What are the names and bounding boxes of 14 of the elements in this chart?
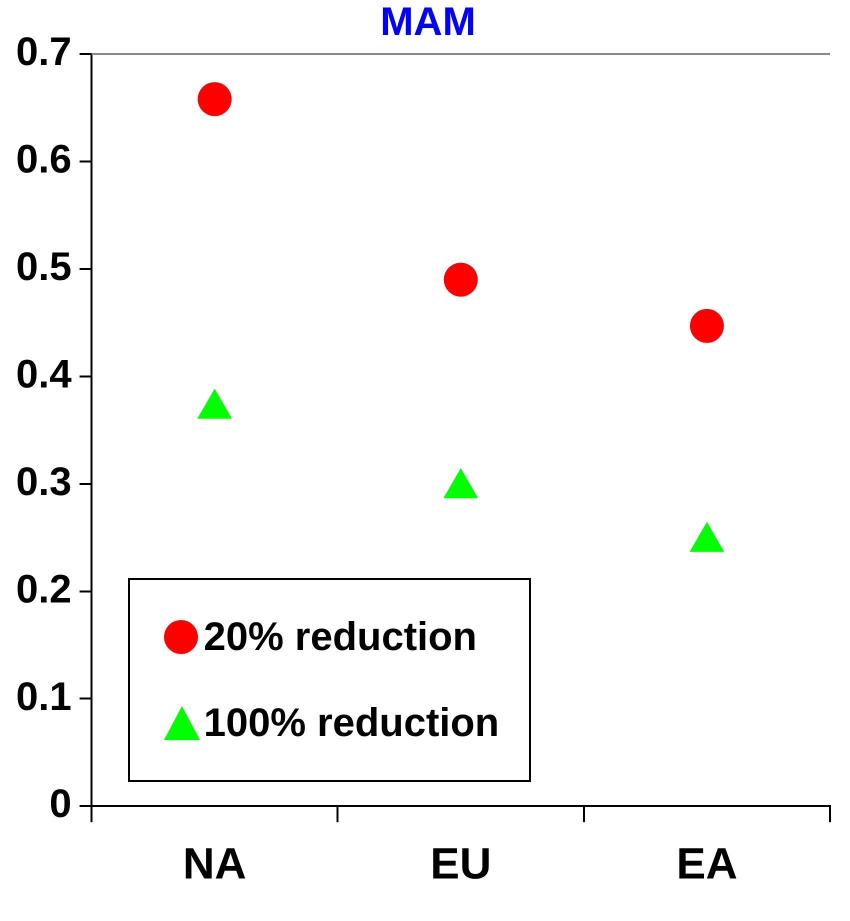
y-tick-label: 0.4	[16, 352, 72, 396]
x-tick-label: NA	[182, 840, 246, 889]
y-tick-label: 0	[49, 782, 72, 826]
y-tick-label: 0.6	[16, 137, 72, 182]
y-tick-label: 0.5	[16, 244, 72, 289]
legend-label: 100% reduction	[204, 700, 500, 746]
x-tick-label: EA	[676, 840, 738, 889]
y-tick-label: 0.1	[16, 674, 72, 719]
y-tick-label: 0.7	[16, 30, 72, 74]
y-tick-label: 0.2	[16, 567, 72, 612]
chart-title: MAM	[380, 0, 476, 44]
legend-label: 20% reduction	[204, 614, 477, 660]
x-tick-label: EU	[430, 840, 492, 889]
y-tick-label: 0.3	[16, 460, 72, 504]
